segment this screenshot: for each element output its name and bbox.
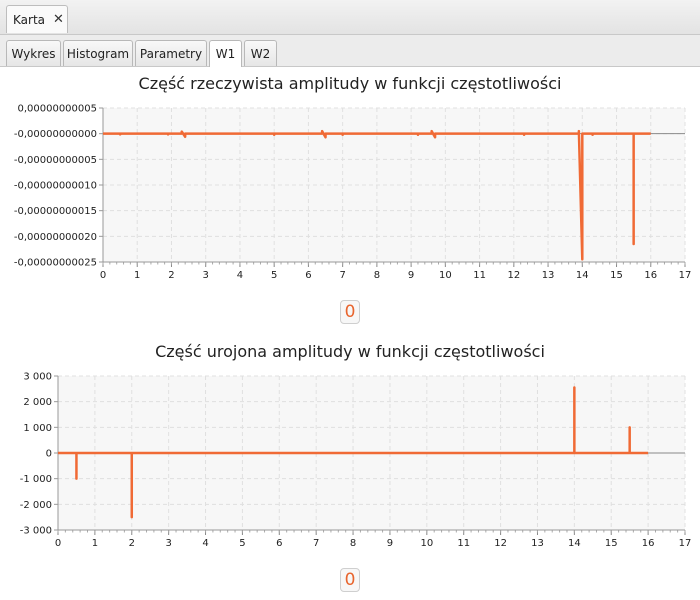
y-tick-label: -1 000 bbox=[20, 474, 52, 485]
chart-title-imag: Część urojona amplitudy w funkcji często… bbox=[155, 342, 545, 361]
chart-tab-strip: Wykres Histogram Parametry W1 W2 bbox=[0, 35, 700, 67]
x-tick-label: 3 bbox=[165, 538, 171, 549]
chart-imag-part: 3 0002 0001 0000-1 000-2 000-3 0000 1 2 3 4 5… bbox=[20, 372, 692, 550]
badge-real[interactable]: 0 bbox=[340, 300, 360, 324]
x-tick-label: 14 bbox=[576, 270, 589, 281]
x-tick-label: 13 bbox=[542, 270, 555, 281]
y-tick-label: -0,00000000025 bbox=[14, 258, 97, 269]
x-tick-label: 10 bbox=[420, 538, 433, 549]
y-tick-label: 2 000 bbox=[23, 397, 52, 408]
x-tick-label: 16 bbox=[642, 538, 655, 549]
close-icon[interactable]: ✕ bbox=[53, 12, 64, 27]
x-tick-label: 17 bbox=[679, 270, 692, 281]
tab-w2[interactable]: W2 bbox=[244, 40, 277, 66]
y-tick-label: 0 bbox=[46, 449, 52, 460]
x-tick-label: 3 bbox=[203, 270, 209, 281]
badge-imag[interactable]: 0 bbox=[340, 568, 360, 592]
x-tick-label: 5 bbox=[239, 538, 245, 549]
y-tick-label: -0,00000000000 bbox=[14, 129, 97, 140]
series-line bbox=[103, 129, 651, 261]
tab-label: Histogram bbox=[66, 46, 130, 61]
y-tick-label: 1 000 bbox=[23, 423, 52, 434]
tab-histogram[interactable]: Histogram bbox=[63, 40, 133, 66]
x-tick-label: 8 bbox=[350, 538, 356, 549]
x-tick-label: 6 bbox=[276, 538, 282, 549]
x-tick-label: 12 bbox=[494, 538, 507, 549]
y-tick-label: -0,00000000010 bbox=[14, 181, 97, 192]
x-tick-label: 16 bbox=[644, 270, 657, 281]
x-tick-label: 2 bbox=[129, 538, 135, 549]
tab-label: Wykres bbox=[11, 46, 56, 61]
tab-wykres[interactable]: Wykres bbox=[6, 40, 61, 66]
window-tab-karta[interactable]: Karta ✕ bbox=[6, 5, 68, 33]
x-tick-label: 11 bbox=[457, 538, 470, 549]
tab-w1[interactable]: W1 bbox=[209, 40, 242, 67]
x-tick-label: 6 bbox=[305, 270, 311, 281]
x-tick-label: 8 bbox=[374, 270, 380, 281]
window-tab-label: Karta bbox=[13, 12, 46, 27]
x-tick-label: 9 bbox=[408, 270, 414, 281]
chart-real-part: 0,00000000005 -0,00000000000 -0,0000000000… bbox=[14, 104, 692, 282]
x-tick-label: 11 bbox=[473, 270, 486, 281]
series-line bbox=[58, 386, 649, 519]
x-tick-label: 0 bbox=[55, 538, 61, 549]
x-tick-label: 7 bbox=[313, 538, 319, 549]
x-tick-label: 15 bbox=[610, 270, 623, 281]
x-tick-label: 7 bbox=[339, 270, 345, 281]
x-tick-label: 4 bbox=[237, 270, 243, 281]
x-tick-label: 1 bbox=[92, 538, 98, 549]
y-tick-label: -0,00000000020 bbox=[14, 232, 97, 243]
y-tick-label: -3 000 bbox=[20, 526, 52, 537]
x-tick-label: 4 bbox=[202, 538, 208, 549]
tab-label: W1 bbox=[215, 47, 236, 61]
y-tick-label: 3 000 bbox=[23, 372, 52, 383]
y-tick-label: 0,00000000005 bbox=[17, 104, 97, 115]
x-tick-label: 2 bbox=[168, 270, 174, 281]
tab-label: Parametry bbox=[139, 46, 203, 61]
x-tick-label: 17 bbox=[679, 538, 692, 549]
x-tick-label: 12 bbox=[507, 270, 520, 281]
y-tick-label: -0,00000000005 bbox=[14, 155, 97, 166]
y-tick-label: -2 000 bbox=[20, 500, 52, 511]
x-tick-label: 5 bbox=[271, 270, 277, 281]
x-tick-label: 0 bbox=[100, 270, 106, 281]
tab-label: W2 bbox=[250, 46, 271, 61]
x-tick-label: 1 bbox=[134, 270, 140, 281]
x-tick-label: 14 bbox=[568, 538, 581, 549]
y-tick-label: -0,00000000015 bbox=[14, 206, 97, 217]
window-tab-strip: Karta ✕ bbox=[0, 0, 700, 35]
x-tick-label: 15 bbox=[605, 538, 618, 549]
x-tick-label: 13 bbox=[531, 538, 544, 549]
tab-parametry[interactable]: Parametry bbox=[135, 40, 207, 66]
chart-title-real: Część rzeczywista amplitudy w funkcji cz… bbox=[138, 74, 562, 93]
x-tick-label: 10 bbox=[439, 270, 452, 281]
x-tick-label: 9 bbox=[387, 538, 393, 549]
